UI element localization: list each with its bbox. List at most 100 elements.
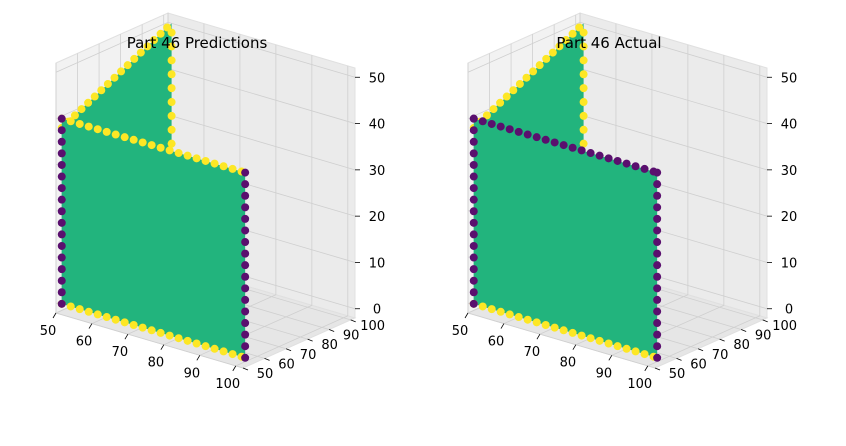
point-bottom-edge — [568, 328, 577, 337]
y-tick-label: 70 — [712, 348, 729, 363]
point-bottom-edge — [147, 326, 156, 335]
point-left-edge — [469, 114, 478, 123]
y-tick-mark — [697, 348, 704, 352]
y-tick-mark — [762, 319, 768, 323]
gridline-z — [55, 21, 356, 78]
point-bottom-edge — [550, 323, 559, 332]
point-left-edge — [57, 172, 66, 181]
point-top-edge — [577, 146, 586, 155]
point-bottom-edge — [640, 350, 649, 359]
point-top-edge — [562, 36, 571, 45]
point-side-edge — [167, 56, 176, 65]
point-side-edge — [167, 84, 176, 93]
y-tick-label: 50 — [257, 367, 274, 382]
point-left-edge — [57, 299, 66, 308]
point-top-edge — [515, 79, 524, 88]
point-top-edge — [120, 133, 129, 142]
point-right-edge — [653, 319, 662, 328]
point-left-edge — [57, 207, 66, 216]
gridline-x — [647, 65, 761, 367]
point-right-edge — [241, 284, 250, 293]
x-tick-label: 60 — [488, 335, 505, 350]
z-tick-label: 0 — [373, 303, 381, 318]
point-right-edge — [241, 168, 250, 177]
point-left-edge — [57, 288, 66, 297]
point-top-edge — [84, 122, 93, 131]
point-top-edge — [90, 92, 99, 101]
point-left-edge — [57, 218, 66, 227]
y-tick-label: 80 — [321, 338, 338, 353]
z-tick-label: 40 — [781, 118, 798, 133]
point-top-edge — [210, 159, 219, 168]
point-right-edge — [241, 342, 250, 351]
point-top-edge — [129, 135, 138, 144]
point-right-edge — [653, 342, 662, 351]
point-right-edge — [241, 272, 250, 281]
point-left-edge — [57, 114, 66, 123]
point-top-edge — [640, 164, 649, 173]
point-right-edge — [241, 238, 250, 247]
x-tick-mark — [124, 333, 129, 340]
point-bottom-edge — [93, 310, 102, 319]
x-tick-mark — [500, 323, 505, 329]
point-left-edge — [469, 172, 478, 181]
point-top-edge — [622, 159, 631, 168]
point-top-edge — [496, 98, 505, 107]
scatter-points — [57, 23, 250, 362]
scatter-points — [469, 23, 662, 362]
point-top-edge — [522, 73, 531, 82]
point-top-edge — [568, 143, 577, 152]
gridline-z — [467, 21, 768, 78]
point-left-edge — [469, 149, 478, 158]
point-top-edge — [97, 86, 106, 95]
z-tick-label: 10 — [369, 256, 386, 271]
point-side-edge — [579, 70, 588, 79]
y-tick-mark — [676, 358, 682, 361]
point-left-edge — [57, 230, 66, 239]
point-top-edge — [505, 125, 514, 134]
point-bottom-edge — [532, 318, 541, 327]
point-left-edge — [469, 265, 478, 274]
point-top-edge — [548, 48, 557, 57]
x-tick-label: 70 — [524, 345, 541, 360]
point-top-edge — [156, 29, 165, 38]
point-left-edge — [57, 265, 66, 274]
front-wall-interior — [61, 118, 246, 358]
y-tick-label: 90 — [343, 329, 360, 344]
point-left-edge — [57, 195, 66, 204]
point-top-edge — [502, 92, 511, 101]
z-tick-label: 20 — [781, 210, 798, 225]
x-tick-mark — [644, 365, 649, 372]
x-tick-mark — [196, 355, 201, 361]
z-tick-label: 50 — [781, 71, 798, 86]
point-top-edge — [228, 164, 237, 173]
point-right-edge — [653, 272, 662, 281]
point-top-edge — [613, 156, 622, 165]
point-top-edge — [110, 73, 119, 82]
gridline-x — [235, 65, 349, 367]
point-bottom-edge — [102, 313, 111, 322]
point-left-edge — [469, 230, 478, 239]
point-bottom-edge — [111, 315, 120, 324]
z-tick-label: 20 — [369, 210, 386, 225]
x-tick-label: 90 — [596, 366, 613, 381]
x-tick-label: 70 — [112, 345, 129, 360]
x-tick-mark — [572, 344, 577, 350]
point-left-edge — [57, 241, 66, 250]
point-bottom-edge — [201, 342, 210, 351]
point-top-edge — [123, 61, 132, 70]
y-tick-label: 80 — [733, 338, 750, 353]
y-tick-mark — [654, 367, 661, 371]
point-top-edge — [201, 156, 210, 165]
x-tick-mark — [88, 323, 93, 329]
point-right-edge — [653, 238, 662, 247]
point-side-edge — [167, 42, 176, 51]
point-right-edge — [653, 295, 662, 304]
point-side-edge — [167, 28, 176, 37]
y-tick-mark — [719, 338, 725, 342]
z-tick-label: 30 — [781, 164, 798, 179]
point-top-edge — [482, 111, 491, 120]
x-tick-mark — [464, 312, 469, 319]
x-tick-label: 80 — [560, 356, 577, 371]
